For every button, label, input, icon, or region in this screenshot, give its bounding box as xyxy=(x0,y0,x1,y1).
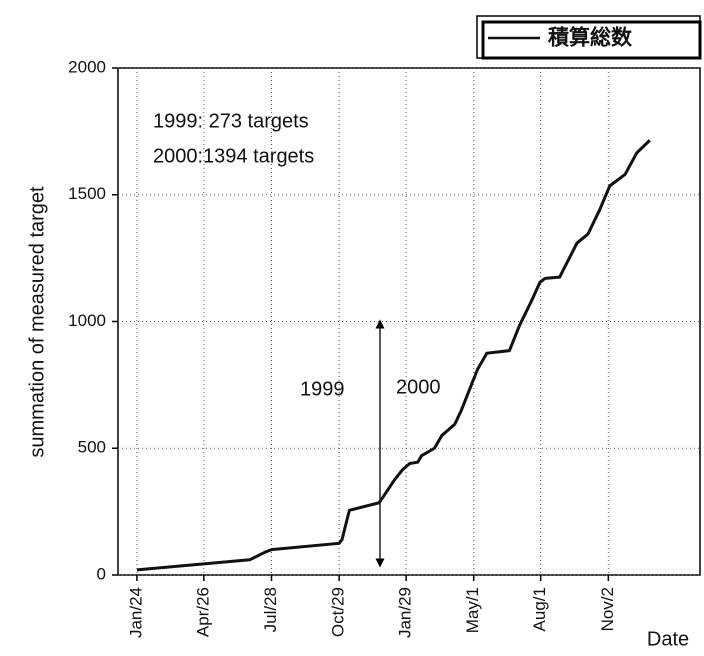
annotation: 1999: 273 targets xyxy=(153,110,309,132)
x-tick-label: Apr/26 xyxy=(193,587,212,637)
x-tick-label: Jan/24 xyxy=(126,587,145,638)
annotation: 1999 xyxy=(300,378,345,400)
x-tick-label: Jul/28 xyxy=(261,587,280,632)
y-axis-label: summation of measured target xyxy=(26,186,48,458)
x-tick-label: Jan/29 xyxy=(396,587,415,638)
x-tick-label: Nov/2 xyxy=(598,587,617,631)
x-tick-label: Aug/1 xyxy=(530,587,549,631)
plot-frame xyxy=(117,67,701,576)
data-line xyxy=(136,139,651,572)
y-tick-label: 2000 xyxy=(68,57,106,76)
y-tick-label: 0 xyxy=(97,564,106,583)
y-tick-label: 1000 xyxy=(68,311,106,330)
y-tick-label: 1500 xyxy=(68,184,106,203)
annotation: 2000 xyxy=(396,376,441,398)
x-axis-label: Date xyxy=(647,628,689,650)
y-tick-label: 500 xyxy=(78,438,106,457)
annotation: 2000:1394 targets xyxy=(153,145,314,167)
legend-label: 積算総数 xyxy=(548,26,633,50)
x-tick-label: Oct/29 xyxy=(329,587,348,637)
legend-shadow xyxy=(481,20,702,60)
x-tick-label: May/1 xyxy=(463,587,482,633)
